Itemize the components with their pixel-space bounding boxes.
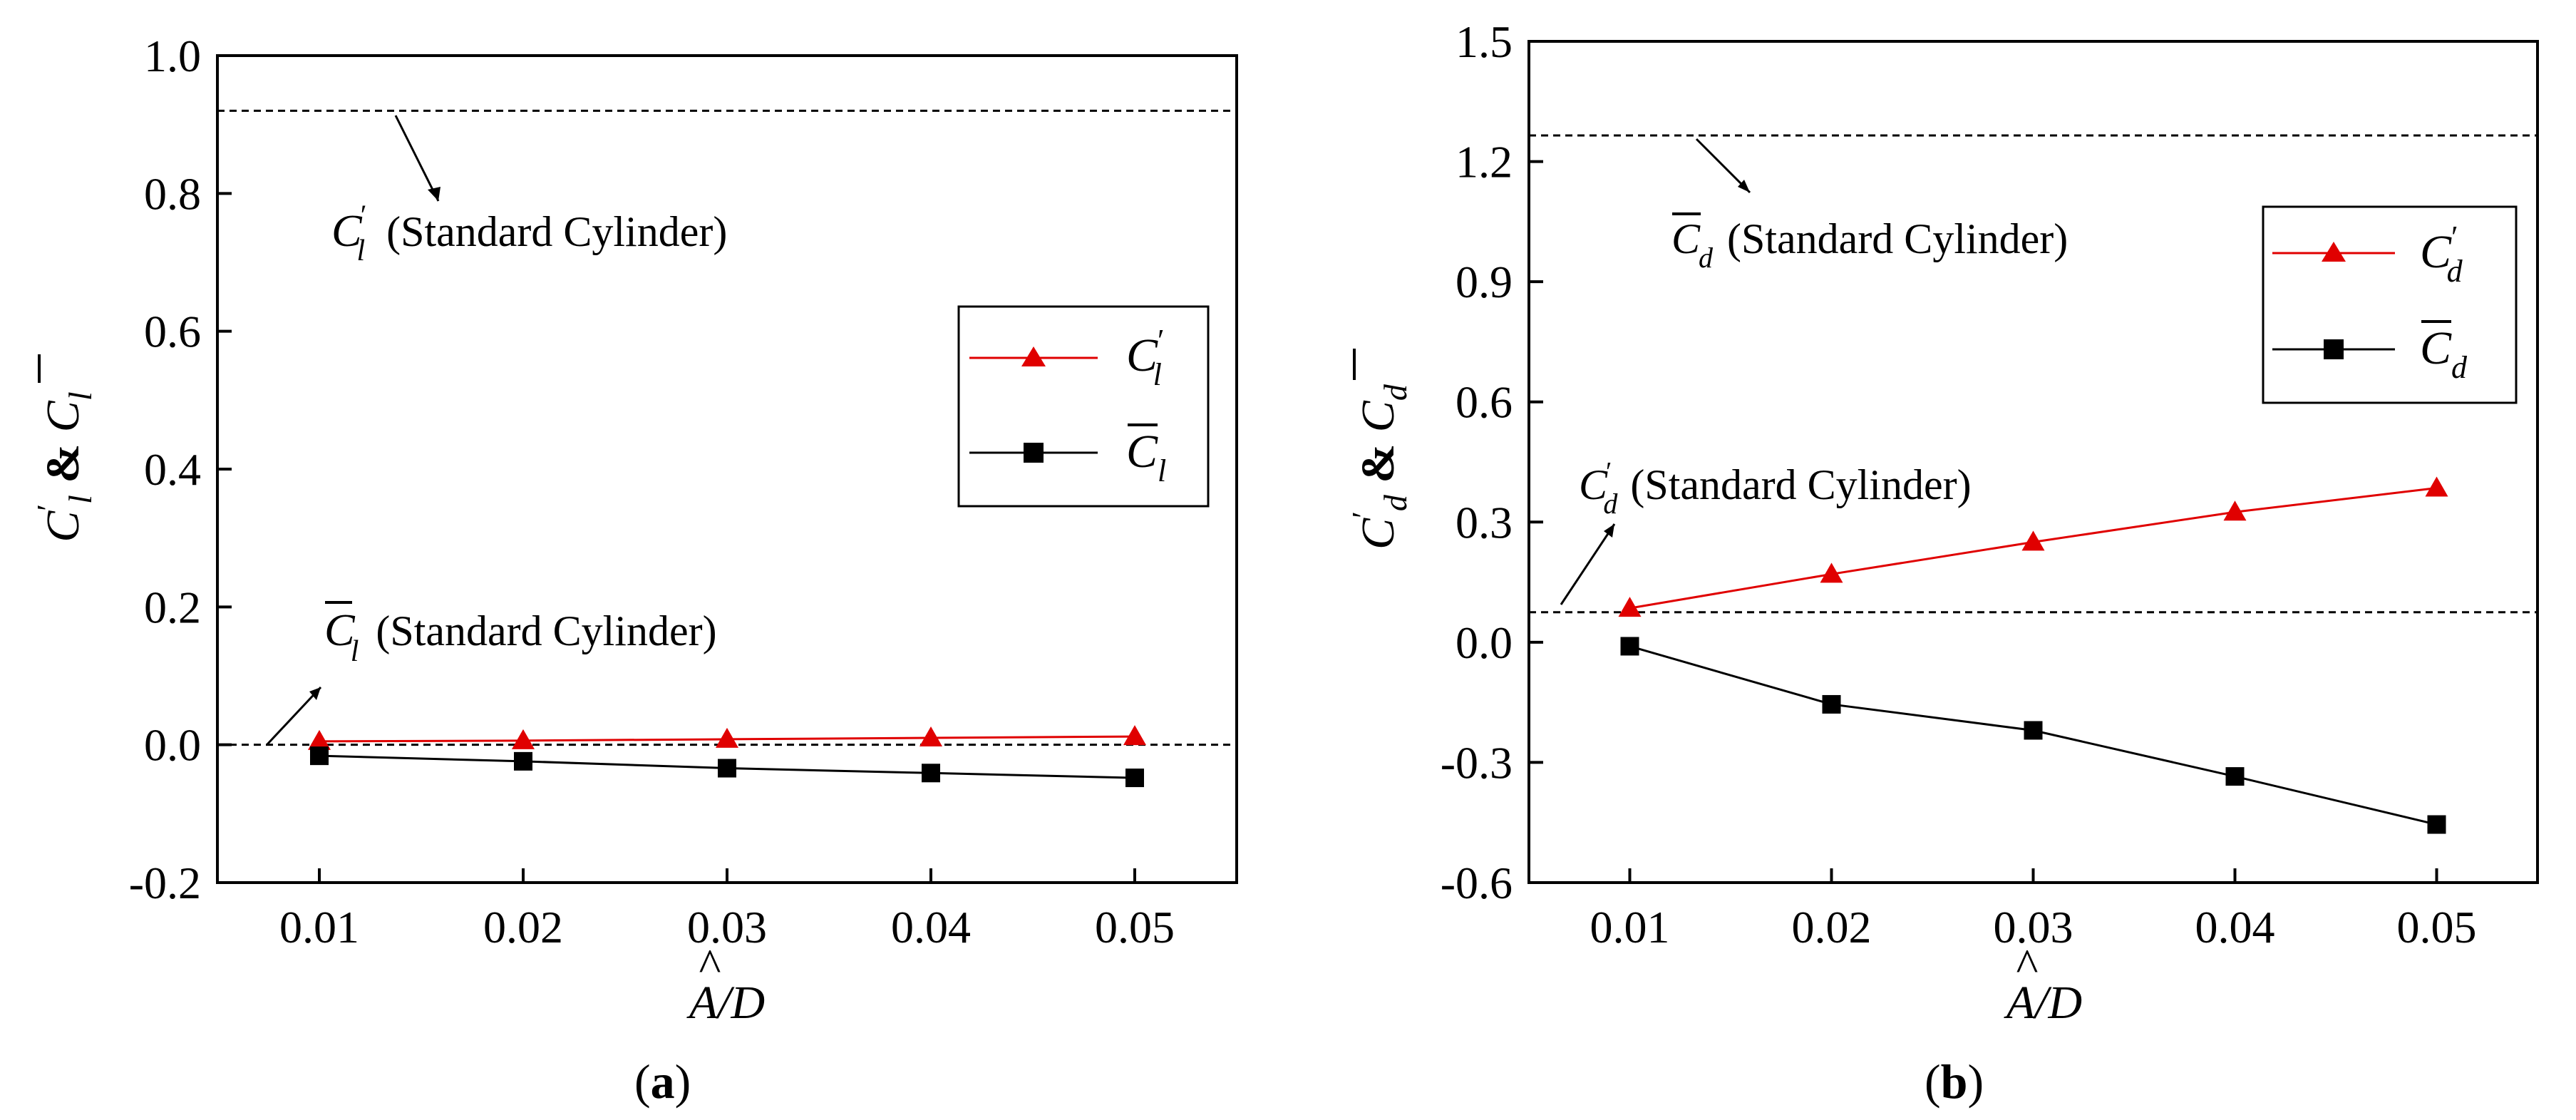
x-ticks-b: 0.01 0.02 0.03 0.04 0.05 [1590,868,2477,952]
data-point-a-1 [718,759,736,778]
svg-text:C′d: C′ d [2420,220,2463,289]
chart-panel-a: 0.01 0.02 0.03 0.04 0.05 -0.2 0.0 0.2 0.4 0.6 0.8… [31,31,1238,1109]
annotation-clbar-standard: Cl (Standard Cylinder) [266,601,717,746]
legend-marker-square-a [1024,443,1044,463]
annotation-cd-standard: C′ d (Standard Cylinder) [1560,457,1972,605]
y-tick-label-a: 0.0 [144,720,201,771]
data-point-a-0 [716,727,738,748]
data-point-a-0 [512,729,535,749]
panel-label-a: (a) [634,1054,691,1109]
data-point-a-1 [922,764,940,783]
y-tick-label-b: 0.0 [1456,617,1513,668]
y-tick-label-a: 0.8 [144,168,201,219]
panel-label-a-letter: a [651,1054,675,1109]
y-tick-label-b: -0.3 [1441,737,1513,788]
legend-marker-square-b [2324,339,2344,359]
annotation-cdbar-standard: Cd (Standard Cylinder) [1671,138,2068,274]
data-point-a-0 [308,729,331,750]
x-tick-label-b: 0.02 [1792,902,1872,952]
x-axis-hat-b: ^ [2016,940,2039,992]
panel-label-b: (b) [1925,1054,1984,1109]
y-tick-label-a: -0.2 [129,858,201,908]
data-point-b-0 [1618,597,1642,617]
svg-text:C′l & Cl: C′l & Cl [31,391,98,542]
y-tick-label-a: 0.2 [144,582,201,632]
data-point-b-1 [2427,815,2446,834]
x-tick-label-b: 0.05 [2397,902,2477,952]
x-tick-label-a: 0.05 [1095,902,1175,952]
data-point-b-0 [1820,562,1843,583]
legend-marker-triangle-b [2322,242,2346,262]
x-tick-label-b: 0.03 [1994,902,2073,952]
y-axis-title-a: C′l & Cl [31,354,98,543]
x-tick-label-b: 0.01 [1590,902,1670,952]
x-axis-title-b: A/D [2004,977,2082,1029]
svg-text:Cl(Standard Cylinder): Cl (Standard Cylinder) [324,605,717,668]
x-ticks-a: 0.01 0.02 0.03 0.04 0.05 [279,868,1175,952]
y-tick-label-b: -0.6 [1441,858,1513,908]
y-tick-label-a: 0.6 [144,307,201,357]
data-point-a-1 [514,751,532,771]
y-axis-title-b: C′d & Cd [1346,349,1413,550]
svg-text:C′l: C′ l [1126,323,1165,392]
data-point-a-0 [1123,725,1146,746]
x-tick-label-a: 0.02 [483,902,563,952]
svg-text:Cd(Standard Cylinder): Cd (Standard Cylinder) [1671,215,2068,274]
data-point-a-1 [310,746,329,766]
series-b [1618,476,2448,834]
x-tick-label-b: 0.04 [2195,902,2275,952]
y-tick-label-b: 0.3 [1456,497,1513,548]
y-tick-label-a: 0.4 [144,444,201,495]
x-axis-title-a: A/D [686,977,765,1029]
data-point-b-1 [1620,637,1639,656]
series-a [308,725,1146,788]
data-point-a-0 [919,726,942,746]
x-tick-label-a: 0.01 [279,902,359,952]
legend-marker-triangle-a [1021,346,1046,366]
panel-label-b-letter: b [1941,1054,1968,1109]
y-ticks-a: -0.2 0.0 0.2 0.4 0.6 0.8 1.0 [129,31,232,908]
y-tick-label-b: 0.9 [1456,257,1513,307]
legend-a: C′ l Cl [957,305,1210,508]
legend-b: C′ d Cd [2262,205,2518,404]
y-tick-label-b: 0.6 [1456,377,1513,428]
reference-lines-b [1529,134,2538,614]
data-point-b-1 [2225,767,2245,786]
y-tick-label-b: 1.5 [1456,16,1513,67]
data-point-a-1 [1125,769,1144,788]
y-tick-label-b: 1.2 [1456,137,1513,187]
x-tick-label-a: 0.04 [891,902,971,952]
y-ticks-b: -0.6 -0.3 0.0 0.3 0.6 0.9 1.2 1.5 [1441,16,1543,908]
data-point-b-1 [1822,694,1841,714]
annotation-cl-standard: C′ l (Standard Cylinder) [331,115,727,267]
data-point-b-0 [2223,500,2247,521]
data-point-b-1 [2024,721,2043,740]
x-tick-label-a: 0.03 [687,902,767,952]
svg-text:C′l(Standard Cylinder): C′ l (Standard Cylinder) [331,199,727,267]
y-tick-label-a: 1.0 [144,31,201,81]
svg-text:C′d & Cd: C′d & Cd [1346,384,1413,550]
data-point-b-0 [2425,476,2448,497]
chart-panel-b: 0.01 0.02 0.03 0.04 0.05 -0.6 -0.3 0.0 0.3 0.6 0.… [1346,16,2539,1109]
data-point-b-0 [2021,530,2045,551]
svg-text:C′d(Standard Cylinder): C′ d (Standard Cylinder) [1579,457,1972,520]
x-axis-hat-a: ^ [699,940,721,992]
